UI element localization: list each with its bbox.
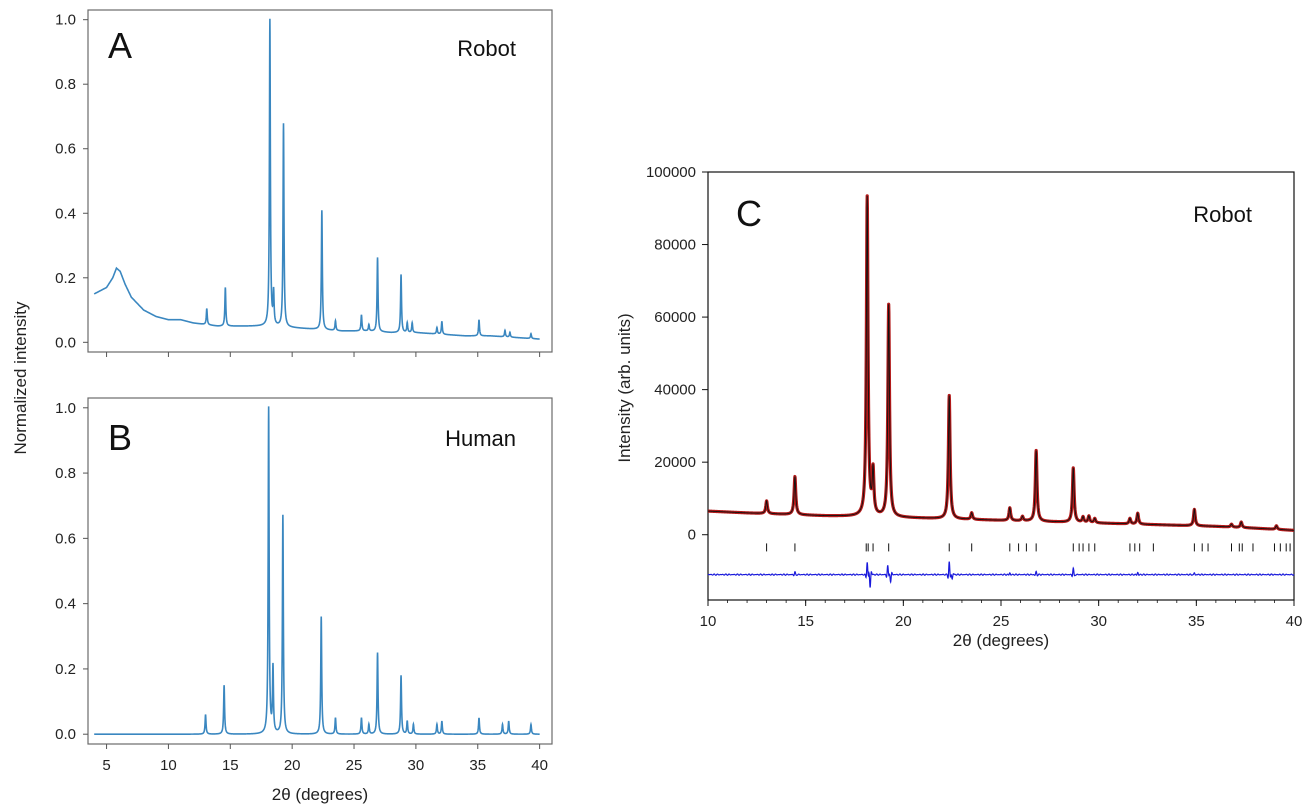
- observed-pattern: [706, 194, 1296, 532]
- difference-curve: [707, 561, 1295, 588]
- diffraction-pattern-line: [93, 18, 540, 340]
- panel-c-frame: [707, 171, 1295, 601]
- y-tick-label: 100000: [646, 164, 696, 181]
- shared-ylabel: Normalized intensity: [11, 301, 30, 455]
- panel-b: 0.0 0.2 0.4 0.6 0.8 1.0 5 10 15 20 25 30 35 40 B Huma…: [55, 397, 553, 804]
- diffraction-pattern-line: [94, 406, 540, 735]
- x-tick-label: 30: [408, 757, 425, 774]
- calculated-pattern: [707, 195, 1295, 531]
- panel-a-frame: [87, 9, 553, 353]
- x-tick-label: 10: [160, 757, 177, 774]
- y-tick-label: 0.2: [55, 661, 76, 678]
- panel-c-letter: C: [736, 193, 762, 234]
- y-tick-label: 60000: [654, 309, 696, 326]
- x-tick-label: 5: [102, 757, 110, 774]
- panel-a: 0.0 0.2 0.4 0.6 0.8 1.0 A Robot: [55, 9, 553, 357]
- panel-c: 0 20000 40000 60000 80000 100000 10 15 20 25 30 35 4…: [615, 164, 1302, 650]
- y-tick-label: 0.2: [55, 270, 76, 287]
- y-tick-label: 0.6: [55, 141, 76, 158]
- x-tick-label: 40: [1286, 613, 1303, 630]
- y-tick-label: 40000: [654, 382, 696, 399]
- panel-a-tag: Robot: [457, 36, 516, 61]
- panel-c-tag: Robot: [1193, 202, 1252, 227]
- y-tick-label: 0: [688, 527, 696, 544]
- x-tick-label: 35: [469, 757, 486, 774]
- y-tick-label: 0.6: [55, 530, 76, 547]
- x-tick-label: 15: [222, 757, 239, 774]
- y-tick-label: 80000: [654, 237, 696, 254]
- panel-b-frame: [87, 397, 553, 745]
- x-tick-label: 20: [284, 757, 301, 774]
- panel-b-tag: Human: [445, 426, 516, 451]
- panel-a-letter: A: [108, 25, 132, 66]
- x-tick-label: 10: [700, 613, 717, 630]
- y-tick-label: 0.0: [55, 726, 76, 743]
- panel-c-ylabel: Intensity (arb. units): [615, 313, 634, 462]
- y-tick-label: 0.8: [55, 465, 76, 482]
- x-tick-label: 35: [1188, 613, 1205, 630]
- x-tick-label: 25: [993, 613, 1010, 630]
- y-tick-label: 0.0: [55, 334, 76, 351]
- x-tick-label: 30: [1090, 613, 1107, 630]
- x-tick-label: 20: [895, 613, 912, 630]
- panel-c-xlabel: 2θ (degrees): [953, 631, 1049, 650]
- y-tick-label: 1.0: [55, 400, 76, 417]
- x-tick-label: 40: [531, 757, 548, 774]
- y-tick-label: 1.0: [55, 12, 76, 29]
- panel-b-letter: B: [108, 417, 132, 458]
- x-tick-label: 25: [346, 757, 363, 774]
- y-tick-label: 0.8: [55, 76, 76, 93]
- panel-b-xlabel: 2θ (degrees): [272, 785, 368, 804]
- x-tick-label: 15: [797, 613, 814, 630]
- y-tick-label: 0.4: [55, 205, 76, 222]
- y-tick-label: 20000: [654, 454, 696, 471]
- y-tick-label: 0.4: [55, 596, 76, 613]
